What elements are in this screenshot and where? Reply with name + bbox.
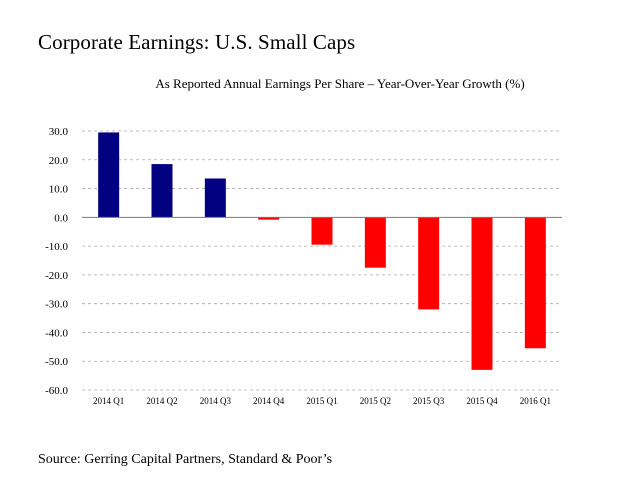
x-category-label: 2014 Q3 <box>200 396 232 406</box>
bar <box>418 217 440 310</box>
x-category-label: 2014 Q1 <box>93 396 124 406</box>
y-tick-label: -10.0 <box>45 241 68 253</box>
x-category-label: 2015 Q1 <box>306 396 337 406</box>
bar <box>151 164 173 218</box>
y-tick-label: 30.0 <box>49 126 69 138</box>
bar <box>204 178 226 218</box>
bar <box>258 217 280 220</box>
y-tick-label: -30.0 <box>45 299 68 311</box>
bar <box>364 217 386 268</box>
x-category-label: 2014 Q2 <box>146 396 177 406</box>
x-category-label: 2014 Q4 <box>253 396 285 406</box>
y-tick-label: -50.0 <box>45 356 68 368</box>
x-axis-category-labels: 2014 Q1 2014 Q2 2014 Q3 2014 Q4 2015 Q1 2015 … <box>93 396 551 406</box>
chart-title: Corporate Earnings: U.S. Small Caps <box>38 30 356 54</box>
y-axis-tick-labels: 30.0 20.0 10.0 0.0 -10.0 -20.0 -30.0 -40.0 -50.0… <box>45 126 68 397</box>
bar <box>98 132 120 218</box>
y-tick-label: -60.0 <box>45 385 68 397</box>
y-tick-label: -20.0 <box>45 270 68 282</box>
y-tick-label: 0.0 <box>54 212 68 224</box>
y-tick-label: 20.0 <box>49 155 69 167</box>
y-tick-label: 10.0 <box>49 184 69 196</box>
bars <box>98 132 546 370</box>
bar <box>311 217 333 245</box>
x-category-label: 2015 Q4 <box>466 396 498 406</box>
source-note: Source: Gerring Capital Partners, Standa… <box>38 452 333 467</box>
x-category-label: 2015 Q2 <box>360 396 391 406</box>
x-category-label: 2015 Q3 <box>413 396 445 406</box>
bar <box>471 217 493 370</box>
chart-subtitle: As Reported Annual Earnings Per Share – … <box>155 76 525 91</box>
x-category-label: 2016 Q1 <box>520 396 551 406</box>
bar <box>524 217 546 349</box>
y-tick-label: -40.0 <box>45 327 68 339</box>
